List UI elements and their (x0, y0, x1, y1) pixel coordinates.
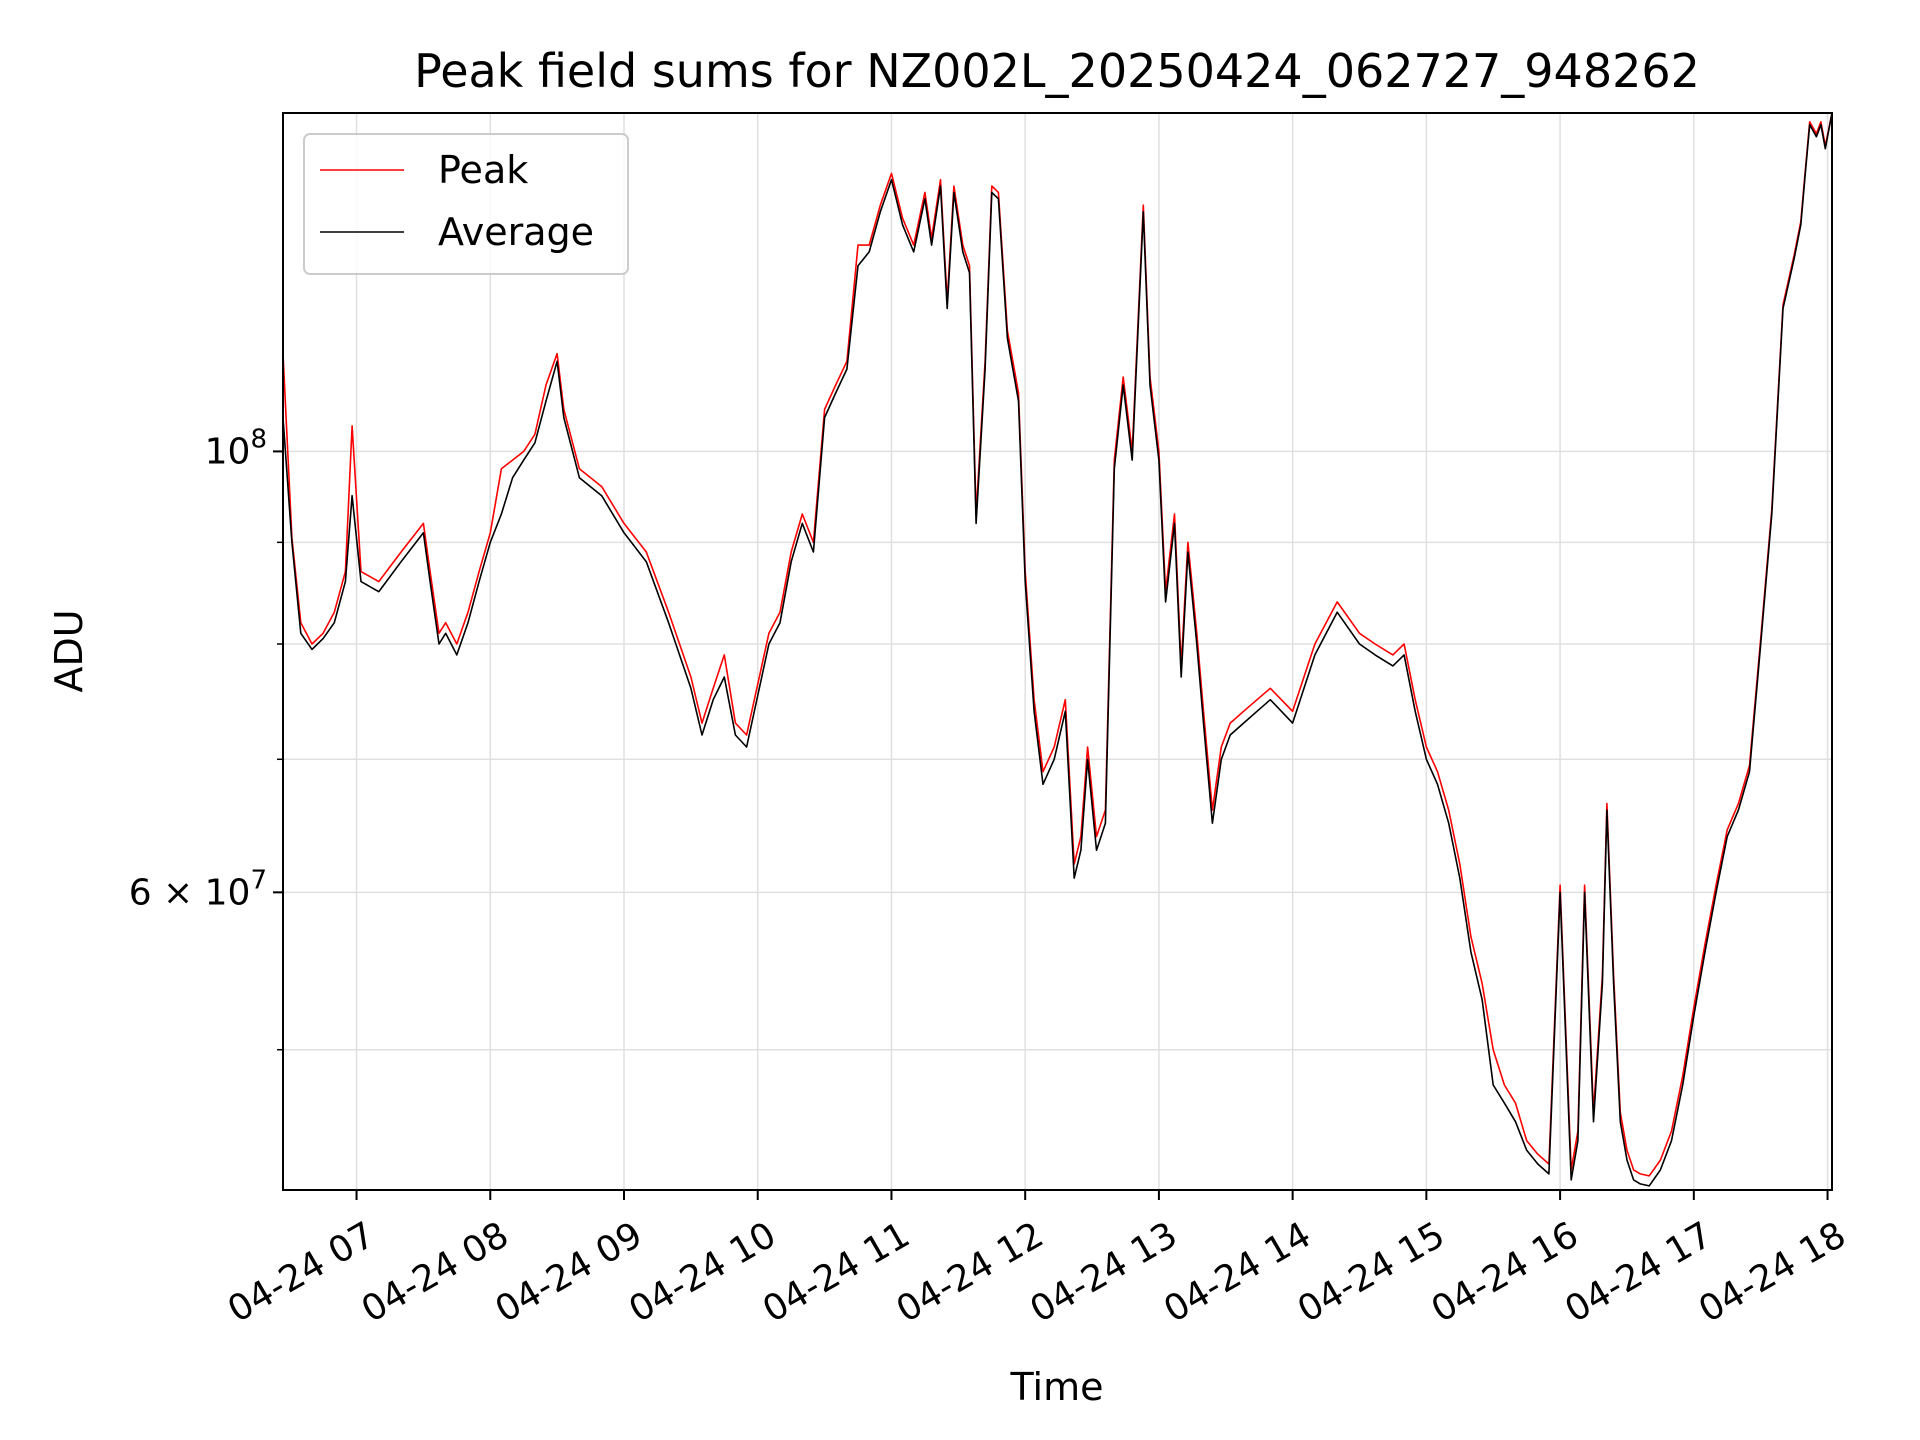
y-tick-label: 6 × 107 (129, 865, 267, 913)
plot-area (283, 113, 1832, 1187)
series-line-average (283, 113, 1832, 1187)
legend: Peak Average (303, 133, 629, 275)
y-axis-label: ADU (47, 609, 91, 692)
grid (283, 113, 1832, 1190)
y-axis: 6 × 107 108 (129, 424, 283, 1051)
legend-box (303, 133, 629, 275)
legend-label-average: Average (438, 210, 594, 254)
x-axis-label: Time (1010, 1365, 1104, 1409)
legend-label-peak: Peak (438, 148, 528, 192)
plot-frame (282, 112, 1833, 1191)
y-tick-label: 108 (205, 424, 267, 472)
chart-title: Peak field sums for NZ002L_20250424_0627… (414, 44, 1700, 98)
